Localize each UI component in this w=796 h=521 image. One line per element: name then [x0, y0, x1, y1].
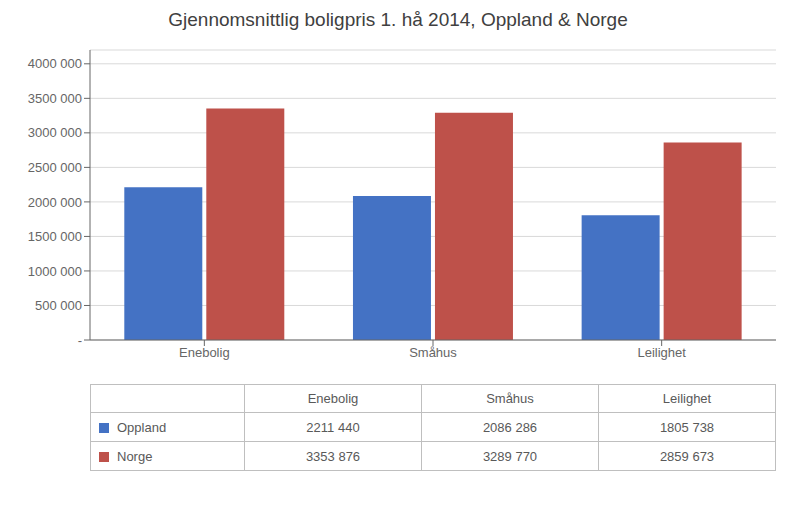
- svg-text:500 000: 500 000: [35, 298, 82, 313]
- html-text:2211 440: 2211 440: [306, 419, 360, 435]
- html-text:3289 770: 3289 770: [482, 448, 538, 464]
- svg-text:2000 000: 2000 000: [28, 195, 82, 210]
- svg-text:Leilighet: Leilighet: [637, 345, 686, 360]
- html-text:Gjennomsnittlig boligpris 1. h: Gjennomsnittlig boligpris 1. hå 2014, Op…: [168, 9, 628, 30]
- html-text:Oppland: Oppland: [117, 420, 167, 436]
- html-text:Leilighet: Leilighet: [662, 391, 712, 406]
- html-text:2859 673: 2859 673: [659, 448, 715, 464]
- svg-text:-: -: [78, 333, 82, 348]
- svg-text:1000 000: 1000 000: [28, 264, 82, 279]
- svg-text:Småhus: Småhus: [409, 345, 457, 360]
- svg-text:Enebolig: Enebolig: [179, 345, 230, 360]
- svg-text:3000 000: 3000 000: [28, 125, 82, 140]
- svg-text:1500 000: 1500 000: [28, 229, 82, 244]
- html-text:Norge: Norge: [117, 449, 153, 465]
- html-text:Enebolig: Enebolig: [307, 391, 359, 406]
- html-text:3353 876: 3353 876: [305, 448, 361, 464]
- svg-text:3500 000: 3500 000: [28, 91, 82, 106]
- html-text:1805 738: 1805 738: [659, 419, 715, 435]
- svg-text:2500 000: 2500 000: [28, 160, 82, 175]
- html-text:Småhus: Småhus: [486, 391, 534, 406]
- svg-text:4000 000: 4000 000: [28, 56, 82, 71]
- html-text:2086 286: 2086 286: [482, 419, 538, 435]
